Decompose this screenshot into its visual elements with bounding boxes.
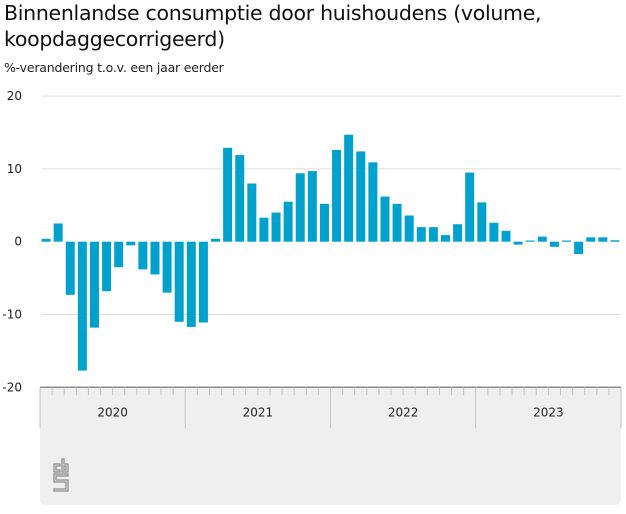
bar — [126, 241, 136, 246]
bar — [138, 241, 148, 270]
bar — [174, 241, 184, 322]
bar — [392, 203, 402, 242]
bar — [549, 241, 559, 247]
y-tick-label: -10 — [2, 308, 22, 322]
y-tick-label: 10 — [7, 162, 22, 176]
bar — [53, 223, 63, 242]
y-tick-label: 20 — [7, 89, 22, 103]
bar — [404, 215, 414, 242]
x-axis: 2020 2021 2022 2023 — [39, 386, 622, 429]
bar — [380, 196, 390, 242]
gridlines — [42, 95, 621, 315]
bar — [150, 241, 160, 275]
bar — [41, 238, 51, 242]
bar — [211, 238, 221, 242]
bar — [283, 201, 293, 242]
bar — [574, 241, 584, 255]
bars — [41, 134, 620, 371]
bar — [295, 173, 305, 242]
y-axis-ticks: 20 10 0 -10 -20 — [2, 89, 22, 394]
bar — [598, 237, 608, 242]
bar — [356, 151, 366, 242]
cbs-logo-icon — [53, 458, 69, 496]
bar — [162, 241, 172, 293]
bar — [465, 172, 475, 242]
bar — [271, 212, 281, 242]
bar — [610, 240, 620, 242]
bar — [89, 241, 99, 328]
bar — [586, 237, 596, 242]
bar — [489, 222, 499, 242]
bar — [65, 241, 75, 295]
bar — [235, 155, 245, 242]
chart-subtitle: %-verandering t.o.v. een jaar eerder — [4, 60, 224, 75]
bar — [525, 240, 535, 242]
bar — [102, 241, 112, 292]
bar — [332, 149, 342, 242]
bar — [223, 147, 233, 242]
year-label: 2023 — [533, 405, 564, 419]
bar — [368, 162, 378, 242]
bar — [344, 134, 354, 242]
y-tick-label: -20 — [2, 380, 22, 394]
bar — [247, 183, 257, 242]
year-label: 2022 — [388, 405, 419, 419]
bar — [319, 203, 329, 242]
bar — [428, 227, 438, 242]
bar — [259, 217, 269, 242]
year-label: 2020 — [97, 405, 128, 419]
bar — [513, 241, 523, 245]
bar — [198, 241, 208, 323]
bar — [307, 171, 317, 242]
bar — [77, 241, 87, 371]
bar — [501, 230, 511, 242]
bar — [562, 240, 572, 242]
year-label: 2021 — [243, 405, 274, 419]
bar — [416, 227, 426, 242]
chart-title: Binnenlandse consumptie door huishoudens… — [4, 1, 542, 51]
bar — [186, 241, 196, 327]
bar — [537, 236, 547, 242]
bar — [477, 202, 487, 242]
bar — [453, 224, 463, 242]
bar — [114, 241, 124, 268]
bar — [440, 235, 450, 242]
y-tick-label: 0 — [14, 235, 22, 249]
